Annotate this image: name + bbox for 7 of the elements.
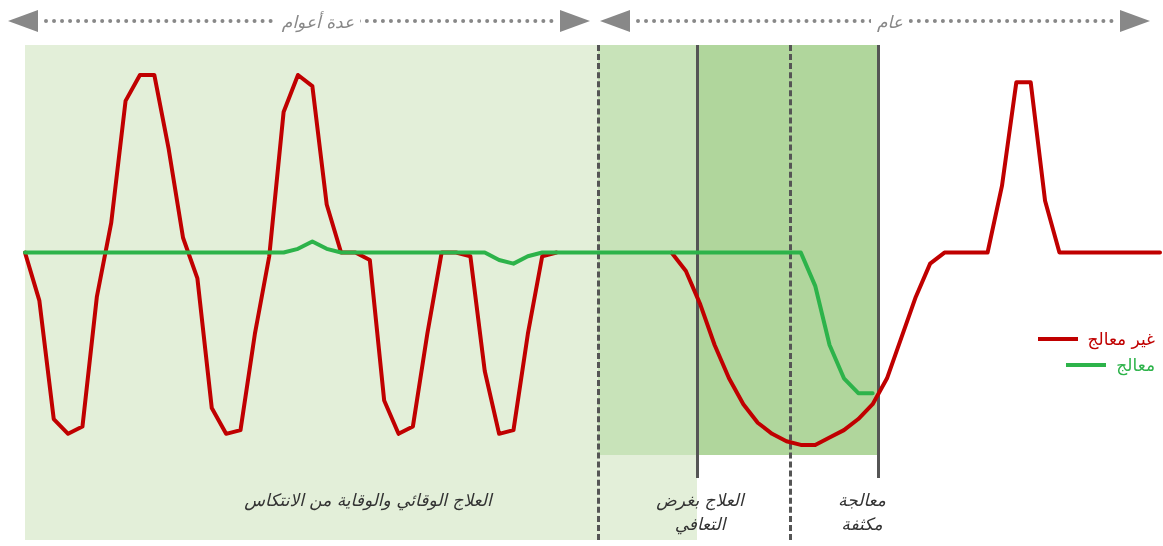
legend-label: غير معالج <box>1087 329 1155 349</box>
text: عدة أعوام <box>275 12 361 32</box>
text: العلاج بغرض التعافي <box>656 490 744 534</box>
text: العلاج الوقائي والوقاية من الانتكاس <box>244 490 492 510</box>
text: عام <box>871 12 909 32</box>
legend-label: معالج <box>1116 355 1155 375</box>
text: معالجة مكثفة <box>838 490 886 534</box>
